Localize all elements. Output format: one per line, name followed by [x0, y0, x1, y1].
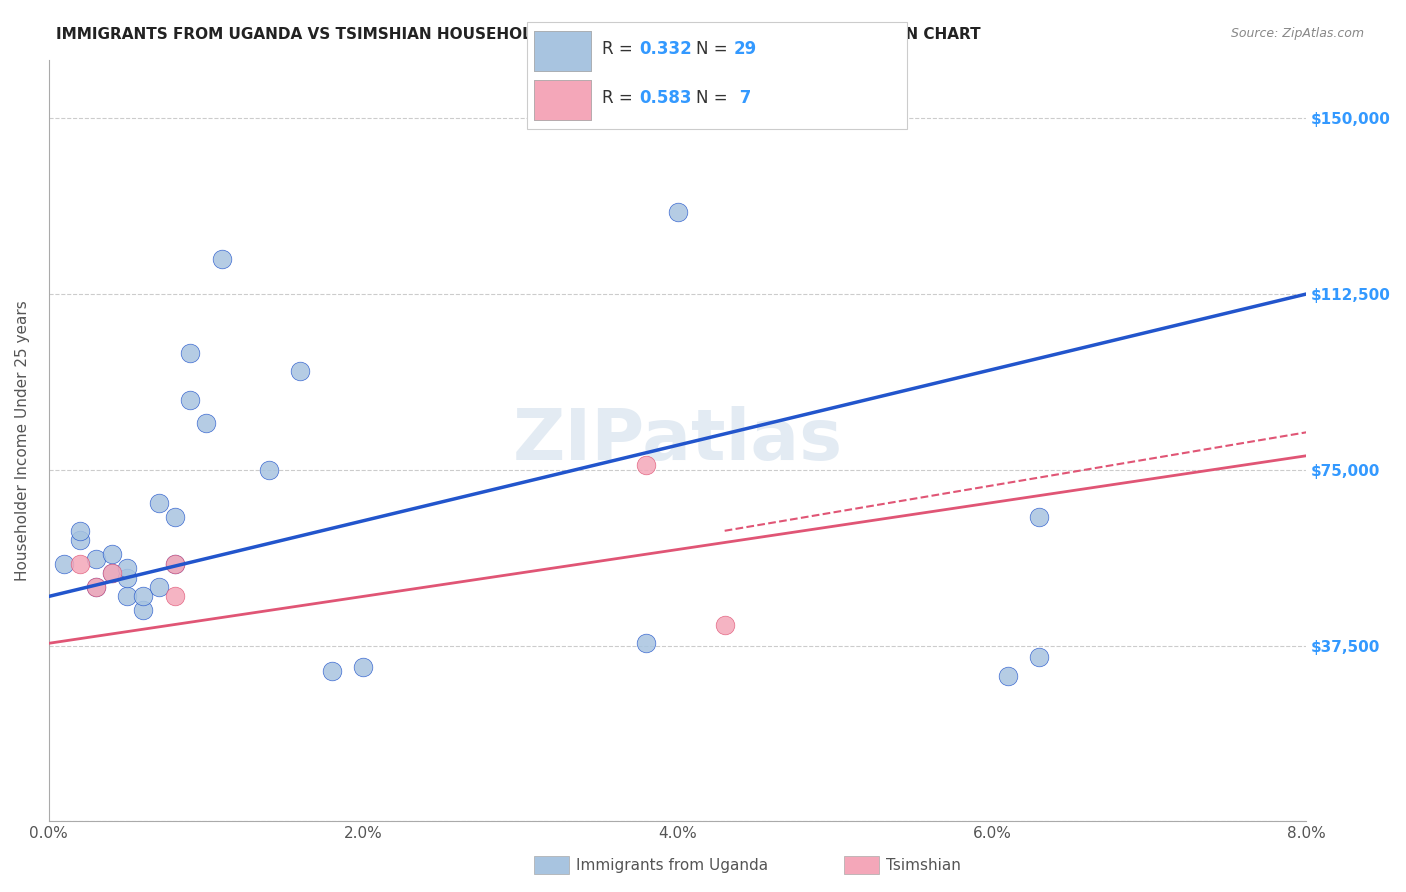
Point — [211, 252, 233, 266]
Point — [100, 547, 122, 561]
Text: R =: R = — [602, 40, 638, 58]
Point — [148, 496, 170, 510]
Y-axis label: Householder Income Under 25 years: Householder Income Under 25 years — [15, 300, 30, 581]
Point — [117, 561, 139, 575]
Point — [194, 416, 217, 430]
Point — [132, 603, 155, 617]
Point — [132, 590, 155, 604]
Point — [69, 524, 91, 538]
Text: Tsimshian: Tsimshian — [886, 858, 960, 872]
Text: R =: R = — [602, 89, 638, 107]
Text: 29: 29 — [734, 40, 758, 58]
Point — [666, 205, 689, 219]
Point — [163, 557, 186, 571]
Point — [713, 617, 735, 632]
Text: 7: 7 — [734, 89, 751, 107]
Point — [117, 571, 139, 585]
Text: IMMIGRANTS FROM UGANDA VS TSIMSHIAN HOUSEHOLDER INCOME UNDER 25 YEARS CORRELATIO: IMMIGRANTS FROM UGANDA VS TSIMSHIAN HOUS… — [56, 27, 981, 42]
Point — [163, 590, 186, 604]
Text: N =: N = — [696, 89, 733, 107]
Point — [84, 552, 107, 566]
Point — [163, 509, 186, 524]
Point — [997, 669, 1019, 683]
Point — [179, 392, 201, 407]
Point — [636, 458, 658, 472]
Point — [69, 557, 91, 571]
Text: Source: ZipAtlas.com: Source: ZipAtlas.com — [1230, 27, 1364, 40]
Text: 0.583: 0.583 — [640, 89, 692, 107]
Point — [117, 590, 139, 604]
Point — [352, 659, 374, 673]
Point — [53, 557, 76, 571]
Point — [257, 463, 280, 477]
Point — [179, 345, 201, 359]
Point — [1028, 509, 1050, 524]
Point — [290, 364, 312, 378]
Point — [636, 636, 658, 650]
Point — [321, 665, 343, 679]
Text: Immigrants from Uganda: Immigrants from Uganda — [576, 858, 769, 872]
Point — [1028, 650, 1050, 665]
Text: 0.332: 0.332 — [640, 40, 693, 58]
Point — [100, 566, 122, 580]
Point — [100, 566, 122, 580]
Point — [69, 533, 91, 548]
Point — [84, 580, 107, 594]
Point — [148, 580, 170, 594]
Point — [163, 557, 186, 571]
Text: ZIPatlas: ZIPatlas — [512, 406, 842, 475]
Text: N =: N = — [696, 40, 733, 58]
Point — [84, 580, 107, 594]
